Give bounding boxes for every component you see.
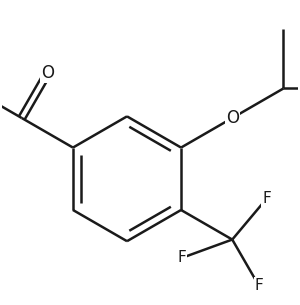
Text: F: F [262, 191, 271, 206]
Text: O: O [226, 109, 239, 127]
Text: F: F [254, 278, 263, 293]
Text: F: F [178, 250, 187, 265]
Text: O: O [41, 64, 54, 82]
